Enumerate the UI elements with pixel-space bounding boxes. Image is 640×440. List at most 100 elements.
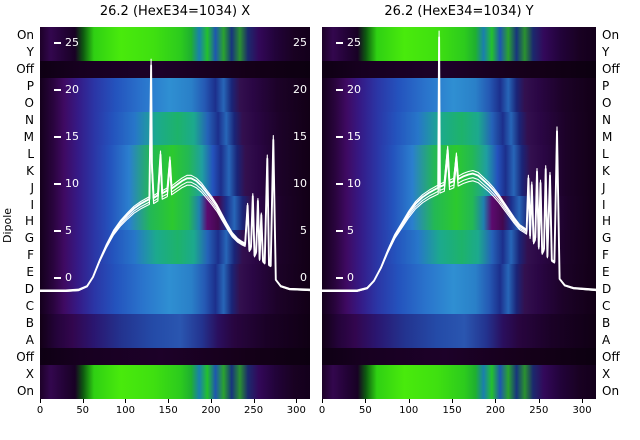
- channel-label-right-on-21: On: [602, 383, 620, 398]
- y-tick-label: 5: [347, 224, 354, 237]
- overlay-right-y-tick-20: 20: [293, 83, 307, 96]
- channel-label-left-on-21: On: [16, 383, 34, 398]
- heatmap-row-h-11: [40, 212, 310, 230]
- heatmap-row-b-17: [40, 314, 310, 332]
- x-tick-mark-50: [365, 399, 367, 403]
- channel-label-left-b-17: B: [25, 315, 34, 330]
- heatmap-row-e-14: [322, 263, 596, 281]
- channel-label-right-on-0: On: [602, 28, 620, 43]
- x-tick-mark-250: [253, 399, 255, 403]
- channel-label-left-l-7: L: [27, 146, 34, 161]
- heatmap-row-g-12: [322, 229, 596, 247]
- x-tick-mark-300: [296, 399, 298, 403]
- heatmap-row-n-5: [322, 111, 596, 129]
- channel-label-right-y-1: Y: [602, 45, 610, 60]
- channel-label-right-m-6: M: [602, 129, 613, 144]
- y-tick-mark: [54, 135, 61, 138]
- overlay-y-tick-25: 25: [54, 36, 79, 49]
- heatmap-row-off-2: [322, 60, 596, 78]
- channel-label-right-e-14: E: [602, 265, 610, 280]
- channel-label-right-off-19: Off: [602, 349, 620, 364]
- heatmap-row-on-0: [40, 27, 310, 44]
- heatmap-row-b-17: [322, 314, 596, 332]
- channel-label-right-a-18: A: [602, 332, 611, 347]
- overlay-y-tick-25: 25: [336, 36, 361, 49]
- x-tick-label-100: 100: [115, 405, 135, 416]
- heatmap-row-l-7: [322, 145, 596, 163]
- heatmap-row-f-13: [322, 246, 596, 264]
- heatmap-row-on-0: [322, 27, 596, 44]
- y-tick-mark: [336, 88, 343, 91]
- y-tick-mark: [336, 276, 343, 279]
- overlay-y-tick-15: 15: [336, 130, 361, 143]
- channel-label-right-g-12: G: [602, 231, 612, 246]
- x-tick-label-100: 100: [399, 405, 419, 416]
- channel-label-left-p-3: P: [26, 79, 34, 94]
- y-tick-label: 15: [65, 130, 79, 143]
- x-tick-mark-100: [125, 399, 127, 403]
- y-tick-label: 25: [347, 36, 361, 49]
- overlay-right-y-tick-0: 0: [300, 271, 307, 284]
- x-tick-label-200: 200: [201, 405, 221, 416]
- heatmap-row-e-14: [40, 263, 310, 281]
- channel-label-left-d-15: D: [24, 282, 34, 297]
- overlay-right-y-tick-25: 25: [293, 36, 307, 49]
- heatmap-plot-x: 25 20 15 10 5 0 25 20 15 10 5 0: [40, 27, 310, 399]
- overlay-y-tick-10: 10: [54, 177, 79, 190]
- x-tick-label-0: 0: [318, 405, 326, 416]
- plot-y-title: 26.2 (HexE34=1034) Y: [384, 4, 534, 19]
- overlay-traces: [40, 58, 310, 293]
- channel-label-right-p-3: P: [602, 79, 610, 94]
- channel-label-right-n-5: N: [602, 113, 611, 127]
- y-tick-mark: [336, 135, 343, 138]
- heatmap-row-f-13: [40, 246, 310, 264]
- y-tick-mark: [336, 229, 343, 232]
- y-tick-label: 20: [65, 83, 79, 96]
- overlay-traces: [322, 30, 596, 293]
- heatmap-row-m-6: [322, 128, 596, 146]
- heatmap-row-c-16: [40, 297, 310, 315]
- ensemble-trace-y-3: [322, 53, 596, 291]
- heatmap-row-x-20: [40, 365, 310, 383]
- channel-label-left-g-12: G: [24, 231, 34, 246]
- x-tick-label-250: 250: [244, 405, 264, 416]
- heatmap-row-m-6: [40, 128, 310, 146]
- channel-label-right-k-8: K: [602, 163, 610, 178]
- channel-label-left-e-14: E: [26, 265, 34, 280]
- heatmap-row-k-8: [40, 162, 310, 180]
- ensemble-trace-x-3: [40, 79, 310, 291]
- heatmap-row-on-21: [322, 382, 596, 399]
- heatmap-row-j-9: [40, 179, 310, 197]
- channel-label-right-c-16: C: [602, 299, 611, 313]
- heatmap-row-p-3: [40, 77, 310, 95]
- heatmap-rows: [40, 27, 310, 399]
- x-tick-mark-0: [322, 399, 323, 403]
- y-tick-label: 0: [65, 271, 72, 284]
- overlay-y-tick-20: 20: [54, 83, 79, 96]
- overlay-right-y-tick-15: 15: [293, 130, 307, 143]
- y-tick-label: 20: [347, 83, 361, 96]
- x-tick-mark-150: [168, 399, 170, 403]
- x-tick-mark-200: [210, 399, 212, 403]
- channel-label-right-l-7: L: [602, 146, 609, 161]
- y-tick-mark: [54, 276, 61, 279]
- heatmap-row-off-2: [40, 60, 310, 78]
- channel-label-right-i-10: I: [602, 197, 606, 212]
- overlay-y-tick-15: 15: [54, 130, 79, 143]
- channel-label-right-h-11: H: [602, 214, 612, 229]
- heatmap-row-n-5: [40, 111, 310, 129]
- heatmap-row-l-7: [40, 145, 310, 163]
- x-tick-label-300: 300: [572, 405, 592, 416]
- channel-label-left-c-16: C: [25, 299, 34, 313]
- x-tick-mark-200: [495, 399, 497, 403]
- x-tick-label-150: 150: [442, 405, 462, 416]
- overlay-y-tick-5: 5: [54, 224, 72, 237]
- heatmap-row-k-8: [322, 162, 596, 180]
- x-tick-mark-300: [582, 399, 584, 403]
- channel-label-left-i-10: I: [30, 197, 34, 212]
- channel-label-right-o-4: O: [602, 96, 612, 111]
- x-tick-mark-100: [408, 399, 410, 403]
- channel-label-right-j-9: J: [602, 180, 606, 195]
- y-tick-label: 5: [65, 224, 72, 237]
- heatmap-row-y-1: [322, 43, 596, 61]
